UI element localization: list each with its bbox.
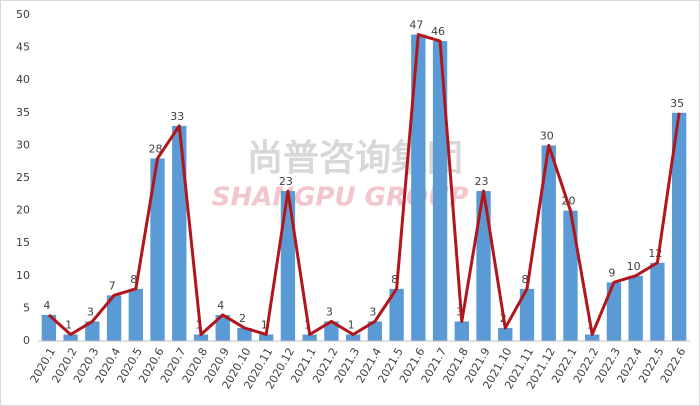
data-label: 1 [348,318,355,331]
data-label: 8 [130,273,137,286]
bar [563,210,578,341]
data-label: 3 [326,305,333,318]
data-label: 33 [170,110,184,123]
bar [585,334,600,341]
bar [280,191,296,341]
bar [541,145,556,341]
data-label: 23 [475,175,489,188]
data-label: 28 [149,142,163,155]
bar [411,34,426,342]
bar [106,295,122,341]
bar [215,314,230,341]
bar [324,321,339,341]
data-label: 1 [65,318,72,331]
bar [85,321,100,341]
y-tick-label: 45 [16,41,30,54]
bar [606,282,622,341]
bar [128,288,143,341]
bar [150,158,165,341]
bar [498,327,513,341]
y-tick-label: 50 [16,8,30,21]
bar [671,112,687,341]
watermark: 尚普咨询集团 [247,138,463,179]
bar [432,41,448,342]
watermark: SHANGPU GROUP [212,183,469,213]
bar [519,288,535,341]
bar [63,334,78,341]
bar [259,334,274,341]
bar [454,321,469,341]
data-label: 1 [261,318,268,331]
bar [41,314,57,341]
y-tick-label: 25 [16,171,30,184]
data-label: 8 [391,273,398,286]
bar [237,327,252,341]
data-label: 23 [279,175,293,188]
data-label: 4 [43,299,50,312]
y-tick-label: 15 [16,236,30,249]
data-label: 46 [431,25,445,38]
data-label: 9 [608,266,615,279]
bar [476,191,491,341]
data-label: 2 [239,312,246,325]
data-label: 10 [627,260,641,273]
bar [367,321,383,341]
y-tick-label: 20 [16,204,30,217]
y-tick-label: 10 [16,269,30,282]
data-label: 7 [109,279,116,292]
line [47,33,681,336]
data-label: 47 [409,19,423,32]
data-label: 3 [87,305,94,318]
y-tick-label: 40 [16,73,30,86]
y-tick-label: 0 [23,334,30,347]
data-label: 30 [540,129,554,142]
data-label: 4 [217,299,224,312]
bar [650,262,665,341]
data-label: 3 [369,305,376,318]
bar [628,275,643,341]
data-label: 35 [670,97,684,110]
bar [345,334,361,341]
bar [302,334,317,341]
y-tick-label: 30 [16,138,30,151]
data-label: 8 [522,273,529,286]
y-tick-label: 5 [23,301,30,314]
bar [193,334,209,341]
y-tick-label: 35 [16,106,30,119]
bar [389,288,404,341]
bar [172,125,187,341]
